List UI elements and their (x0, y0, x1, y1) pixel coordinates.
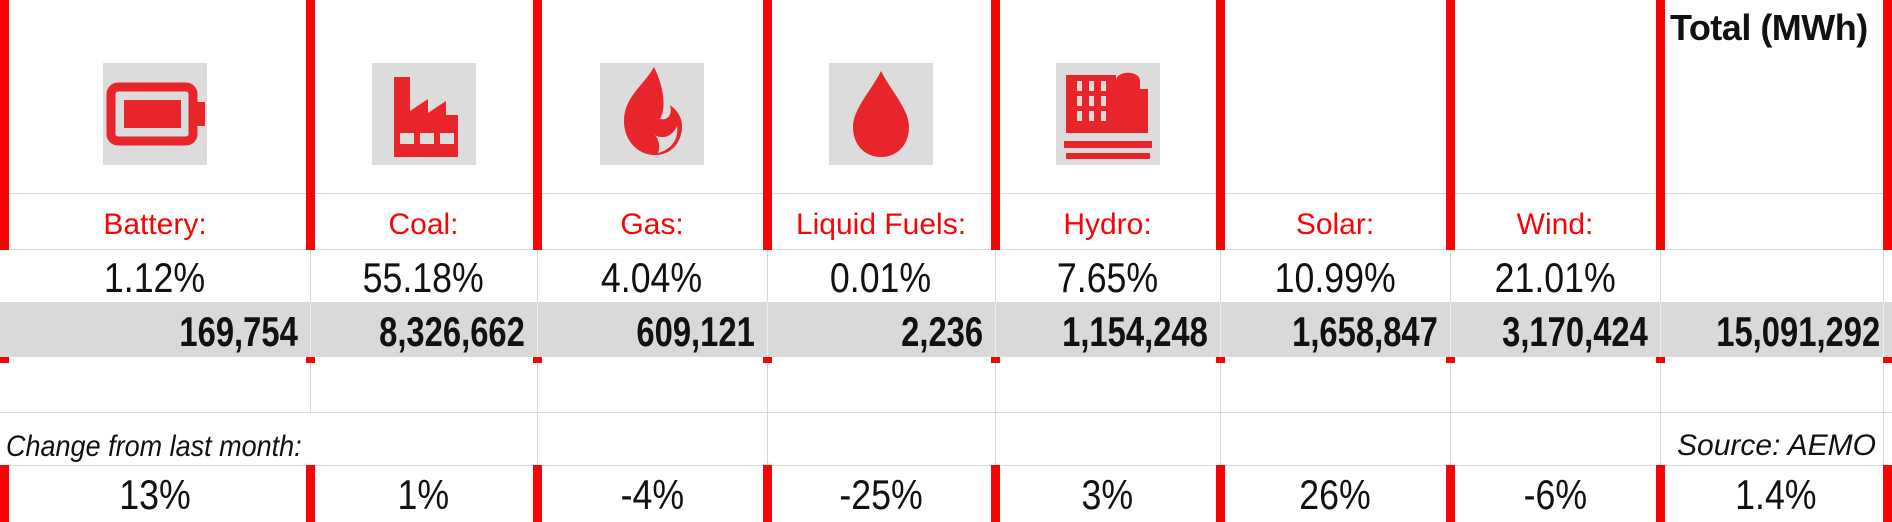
solar-change-cell[interactable]: 26% (1220, 465, 1450, 522)
total-mwh: 15,091,292 (1716, 308, 1880, 355)
wind-change-cell[interactable]: -6% (1450, 465, 1660, 522)
battery-share-cell[interactable]: 1.12% (0, 249, 310, 302)
gas-label[interactable]: Gas: (620, 208, 684, 241)
battery-icon-tile (103, 63, 207, 165)
dam-icon-tile (1055, 63, 1160, 165)
flame-icon-tile (600, 63, 704, 165)
total-change-cell[interactable]: 1.4% (1660, 465, 1892, 522)
solar-label[interactable]: Solar: (1295, 208, 1375, 241)
total-mwh-header: Total (MWh) (1670, 7, 1868, 48)
coal-change-cell[interactable]: 1% (310, 465, 537, 522)
coal-share: 55.18% (362, 254, 485, 301)
coal-label[interactable]: Coal: (388, 208, 459, 241)
total-row-highlight (0, 302, 1892, 357)
gas-change: -4% (620, 471, 684, 518)
solar-mwh-cell[interactable]: 1,658,847 (1220, 302, 1450, 357)
wind-mwh-cell[interactable]: 3,170,424 (1450, 302, 1660, 357)
liquid-fuels-mwh: 2,236 (901, 308, 983, 355)
gridline-horizontal (0, 249, 1892, 250)
solar-mwh: 1,658,847 (1292, 308, 1438, 355)
cell-hydro-icon[interactable] (995, 0, 1220, 193)
hydro-mwh-cell[interactable]: 1,154,248 (995, 302, 1220, 357)
column-separator-red (533, 0, 542, 522)
wind-share-cell[interactable]: 21.01% (1450, 249, 1660, 302)
change-from-last-month-label: Change from last month: (6, 430, 302, 463)
cell-liquid-fuels-icon[interactable] (767, 0, 995, 193)
liquid-fuels-change-cell[interactable]: -25% (767, 465, 995, 522)
solar-share-cell[interactable]: 10.99% (1220, 249, 1450, 302)
droplet-icon-tile (829, 63, 933, 165)
wind-label[interactable]: Wind: (1516, 208, 1594, 241)
battery-change: 13% (119, 471, 191, 518)
gridline-horizontal (0, 465, 1892, 466)
dam-icon (1063, 72, 1152, 159)
battery-icon (106, 82, 205, 146)
factory-icon-tile (371, 63, 476, 165)
gas-share-cell[interactable]: 4.04% (537, 249, 767, 302)
battery-mwh: 169,754 (179, 308, 298, 355)
liquid-fuels-share: 0.01% (830, 254, 932, 301)
wind-mwh: 3,170,424 (1502, 308, 1648, 355)
column-separator-red (1216, 0, 1225, 522)
cell-gas-icon[interactable] (537, 0, 767, 193)
liquid-fuels-share-cell[interactable]: 0.01% (767, 249, 995, 302)
column-separator-red (0, 0, 9, 522)
battery-change-cell[interactable]: 13% (0, 465, 310, 522)
coal-mwh: 8,326,662 (379, 308, 525, 355)
gas-change-cell[interactable]: -4% (537, 465, 767, 522)
column-separator-red (991, 0, 1000, 522)
battery-label[interactable]: Battery: (103, 208, 207, 241)
wind-change: -6% (1523, 471, 1587, 518)
hydro-mwh: 1,154,248 (1062, 308, 1208, 355)
liquid-fuels-label[interactable]: Liquid Fuels: (795, 208, 967, 241)
coal-share-cell[interactable]: 55.18% (310, 249, 537, 302)
column-separator-red (1446, 0, 1455, 522)
coal-change: 1% (397, 471, 450, 518)
flame-icon (624, 67, 682, 155)
column-separator-red (1656, 0, 1665, 522)
source-note[interactable]: Source: AEMO (1677, 429, 1876, 462)
column-separator-red (306, 0, 315, 522)
column-separator-red (763, 0, 772, 522)
liquid-fuels-change: -25% (839, 471, 923, 518)
column-separator-red (1883, 0, 1892, 522)
hydro-change: 3% (1081, 471, 1134, 518)
gas-mwh: 609,121 (636, 308, 755, 355)
factory-icon (393, 77, 458, 157)
total-change: 1.4% (1735, 471, 1817, 518)
hydro-share-cell[interactable]: 7.65% (995, 249, 1220, 302)
gridline-horizontal (0, 193, 1892, 194)
wind-share: 21.01% (1494, 254, 1616, 301)
change-from-last-month-label-cell[interactable]: Change from last month: (0, 412, 767, 465)
droplet-icon (853, 71, 909, 157)
gridline-horizontal (0, 412, 1892, 413)
battery-mwh-cell[interactable]: 169,754 (0, 302, 310, 357)
total-mwh-cell[interactable]: 15,091,292 (1660, 302, 1892, 357)
battery-share: 1.12% (104, 254, 206, 301)
cell-battery-icon[interactable] (0, 0, 310, 193)
hydro-share: 7.65% (1056, 254, 1159, 301)
solar-share: 10.99% (1274, 254, 1396, 301)
coal-mwh-cell[interactable]: 8,326,662 (310, 302, 537, 357)
gas-share: 4.04% (601, 254, 703, 301)
gas-mwh-cell[interactable]: 609,121 (537, 302, 767, 357)
liquid-fuels-mwh-cell[interactable]: 2,236 (767, 302, 995, 357)
solar-change: 26% (1299, 471, 1371, 518)
cell-coal-icon[interactable] (310, 0, 537, 193)
hydro-change-cell[interactable]: 3% (995, 465, 1220, 522)
hydro-label[interactable]: Hydro: (1063, 208, 1152, 241)
